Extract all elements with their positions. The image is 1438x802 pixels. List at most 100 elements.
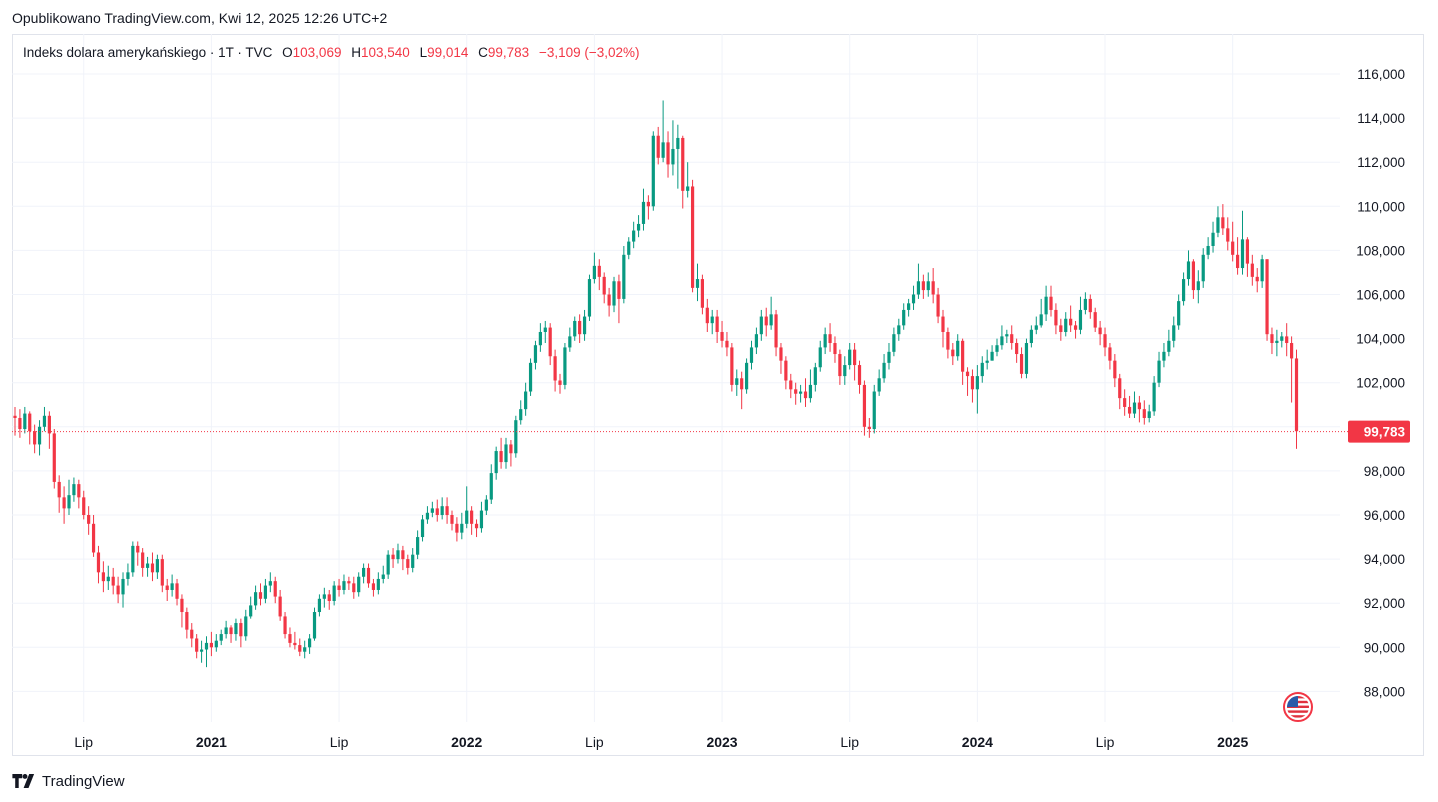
candle bbox=[558, 373, 562, 394]
candle-body bbox=[975, 376, 979, 390]
candle-body bbox=[1073, 325, 1078, 330]
x-axis[interactable]: Lip 2021 Lip 2022 Lip 2023 Lip 2024 Lip 2025 bbox=[74, 734, 1248, 750]
candle-body bbox=[823, 334, 827, 348]
candle bbox=[411, 548, 415, 573]
candle bbox=[1255, 268, 1259, 293]
candle bbox=[916, 263, 921, 299]
candle-body bbox=[77, 484, 81, 498]
candle bbox=[18, 409, 22, 438]
candle bbox=[1005, 329, 1009, 344]
candle-body bbox=[1127, 406, 1132, 414]
y-tick-label: 94,000 bbox=[1364, 552, 1405, 567]
candle-body bbox=[401, 550, 405, 560]
candle bbox=[661, 100, 665, 163]
candle bbox=[362, 563, 366, 584]
candle-body bbox=[519, 409, 523, 421]
candle bbox=[214, 634, 218, 652]
candle bbox=[735, 369, 739, 396]
y-tick-label: 112,000 bbox=[1357, 155, 1405, 170]
candle bbox=[656, 126, 660, 165]
candle bbox=[445, 497, 449, 524]
candle bbox=[740, 371, 744, 410]
candle bbox=[524, 382, 528, 416]
candle bbox=[195, 634, 199, 659]
candle-body bbox=[1245, 239, 1250, 264]
candle bbox=[1250, 254, 1254, 286]
candle bbox=[1015, 338, 1019, 363]
candle-body bbox=[828, 334, 832, 344]
candle-body bbox=[411, 554, 415, 568]
candle-body bbox=[725, 340, 729, 348]
candle-body bbox=[131, 545, 135, 573]
candle-body bbox=[1231, 241, 1235, 255]
candle-body bbox=[82, 497, 86, 515]
candle-body bbox=[1201, 254, 1205, 282]
candle bbox=[921, 274, 925, 299]
candle-body bbox=[160, 559, 164, 586]
candle bbox=[1245, 237, 1250, 277]
candle-body bbox=[234, 623, 238, 635]
candle bbox=[371, 578, 376, 597]
candle-body bbox=[538, 331, 542, 346]
candle bbox=[897, 318, 901, 341]
candle-body bbox=[843, 365, 847, 377]
candle bbox=[332, 581, 336, 606]
candle-body bbox=[425, 512, 430, 520]
candle-body bbox=[72, 484, 76, 496]
candle-body bbox=[1113, 360, 1117, 379]
candle bbox=[789, 373, 793, 399]
footer-brand[interactable]: TradingView bbox=[12, 770, 125, 792]
candle-body bbox=[1088, 298, 1092, 313]
candle-body bbox=[818, 347, 822, 368]
candle-body bbox=[862, 384, 867, 427]
candle bbox=[308, 634, 312, 654]
change-value: −3,109 (−3,02%) bbox=[538, 45, 640, 60]
candle bbox=[1260, 254, 1264, 288]
candle-body bbox=[224, 627, 228, 635]
candle-body bbox=[686, 186, 690, 191]
candle bbox=[1270, 327, 1274, 355]
candle-body bbox=[617, 281, 621, 299]
candle-body bbox=[62, 497, 66, 509]
candle bbox=[1147, 404, 1151, 423]
candle-body bbox=[1019, 354, 1024, 374]
candle-body bbox=[337, 585, 341, 590]
candle bbox=[1142, 400, 1146, 425]
candle-body bbox=[1000, 336, 1004, 346]
candle-body bbox=[420, 519, 425, 538]
candle bbox=[391, 548, 395, 568]
candle bbox=[828, 323, 832, 352]
candle-body bbox=[671, 148, 675, 165]
candle bbox=[951, 343, 955, 366]
candle bbox=[1172, 316, 1176, 348]
open-label: O bbox=[282, 45, 293, 60]
candle bbox=[1064, 312, 1068, 337]
candle-body bbox=[1250, 263, 1254, 277]
candle bbox=[725, 331, 729, 357]
candle-body bbox=[1162, 351, 1166, 361]
candle bbox=[72, 477, 76, 502]
candle bbox=[808, 369, 813, 403]
candle-body bbox=[573, 320, 577, 337]
y-axis[interactable]: 116,000 114,000 112,000 110,000 108,000 106,0… bbox=[1356, 67, 1405, 699]
candle bbox=[872, 384, 876, 434]
candle-body bbox=[52, 433, 56, 482]
candle bbox=[1275, 329, 1279, 357]
candle bbox=[263, 578, 268, 604]
close-value: 99,783 bbox=[487, 45, 530, 60]
candle-body bbox=[646, 201, 650, 207]
y-tick-label: 102,000 bbox=[1356, 376, 1405, 391]
tradingview-logo-icon bbox=[12, 774, 38, 788]
candle bbox=[622, 245, 626, 304]
candle-body bbox=[587, 279, 592, 317]
candle-body bbox=[902, 309, 906, 326]
us-flag-icon[interactable] bbox=[1283, 692, 1313, 722]
candle bbox=[420, 515, 425, 542]
candle bbox=[283, 612, 287, 639]
chart-frame[interactable] bbox=[12, 34, 1424, 756]
candle-body bbox=[568, 336, 572, 348]
candle bbox=[681, 135, 685, 209]
candle-body bbox=[288, 634, 292, 643]
candle bbox=[990, 345, 994, 361]
